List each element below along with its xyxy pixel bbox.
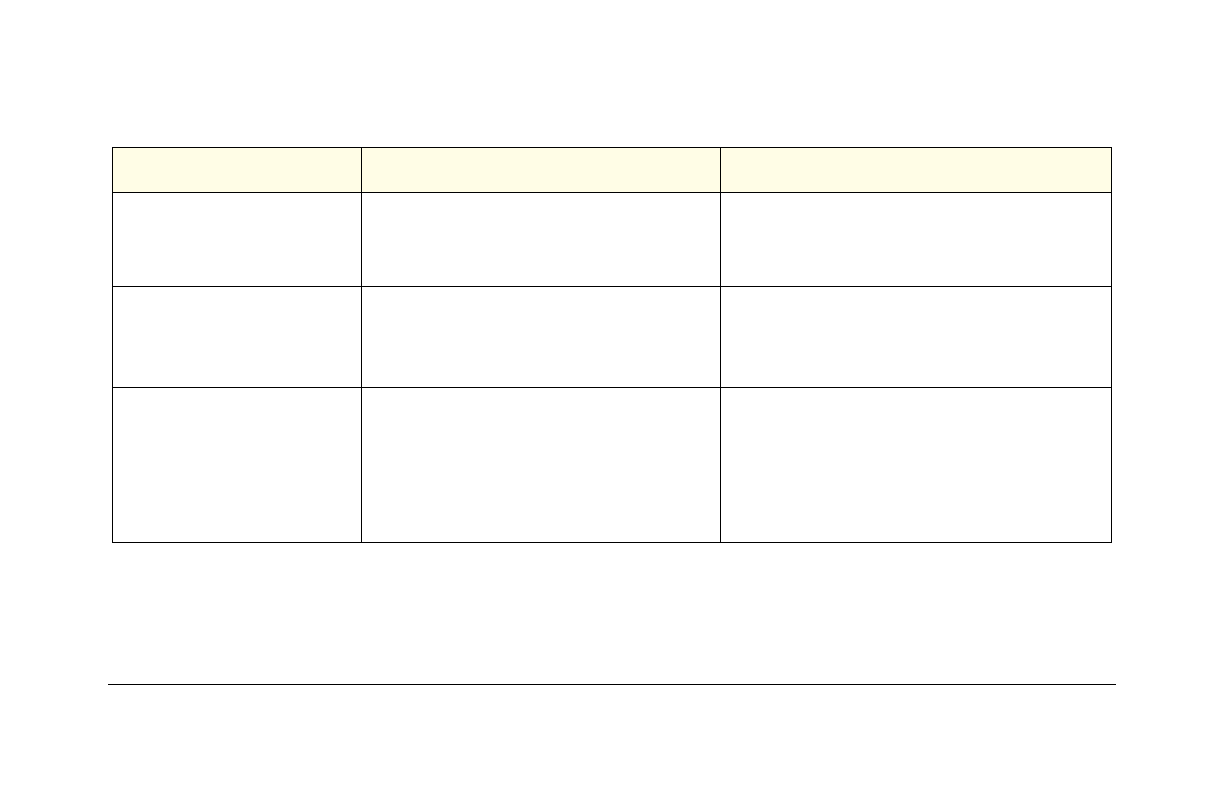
table-cell <box>361 192 721 287</box>
footer-divider <box>108 684 1116 685</box>
table-cell <box>112 387 362 543</box>
table-row <box>112 286 1112 388</box>
table-row <box>112 387 1112 543</box>
table-cell <box>112 286 362 388</box>
header-cell-1 <box>112 147 362 193</box>
header-cell-3 <box>720 147 1112 193</box>
table-cell <box>720 286 1112 388</box>
table-cell <box>720 192 1112 287</box>
table-cell <box>720 387 1112 543</box>
header-cell-2 <box>361 147 721 193</box>
table-row <box>112 192 1112 287</box>
table-cell <box>361 387 721 543</box>
table-cell <box>361 286 721 388</box>
empty-table <box>112 147 1112 543</box>
table-header-row <box>112 147 1112 193</box>
table-cell <box>112 192 362 287</box>
